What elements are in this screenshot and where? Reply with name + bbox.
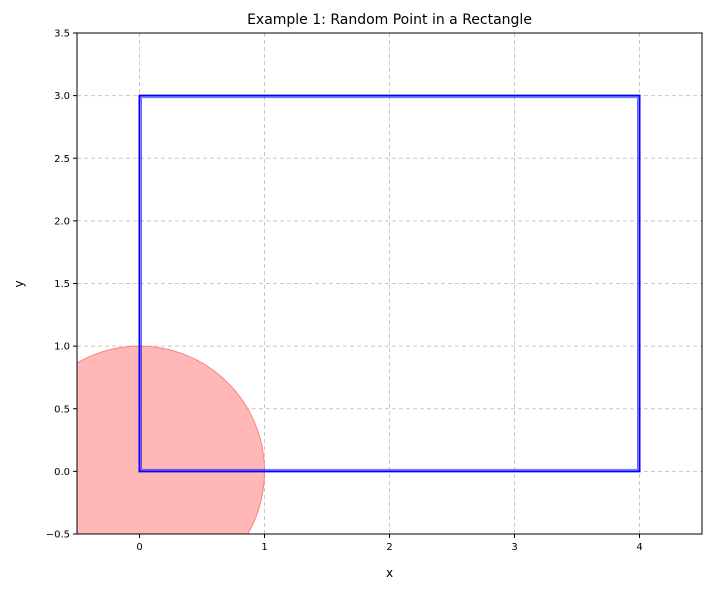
y-tick-label-0: −0.5 <box>46 530 70 541</box>
x-axis-label: x <box>386 566 393 580</box>
y-tick-label-6: 2.5 <box>54 154 70 165</box>
x-tick-label-1: 1 <box>261 542 267 553</box>
x-tick-label-4: 4 <box>636 542 642 553</box>
y-tick-label-7: 3.0 <box>54 91 70 102</box>
y-tick-label-3: 1.0 <box>54 342 70 353</box>
y-tick-label-2: 0.5 <box>54 404 70 415</box>
rectangle-inner-outline <box>141 97 638 470</box>
y-axis-label: y <box>12 280 26 287</box>
y-tick-label-4: 1.5 <box>54 279 70 290</box>
y-tick-label-5: 2.0 <box>54 216 70 227</box>
y-tick-label-1: 0.0 <box>54 467 70 478</box>
y-tick-label-8: 3.5 <box>54 29 70 40</box>
ticks: 0 1 2 3 4 −0.5 0.0 0.5 1.0 1.5 2.0 2.5 3.0 3.5 <box>46 29 643 554</box>
chart-title: Example 1: Random Point in a Rectangle <box>247 12 532 28</box>
x-tick-label-3: 3 <box>511 542 517 553</box>
x-tick-label-2: 2 <box>386 542 392 553</box>
x-tick-label-0: 0 <box>136 542 142 553</box>
shapes <box>77 94 641 534</box>
rectangle-outline <box>138 94 641 473</box>
